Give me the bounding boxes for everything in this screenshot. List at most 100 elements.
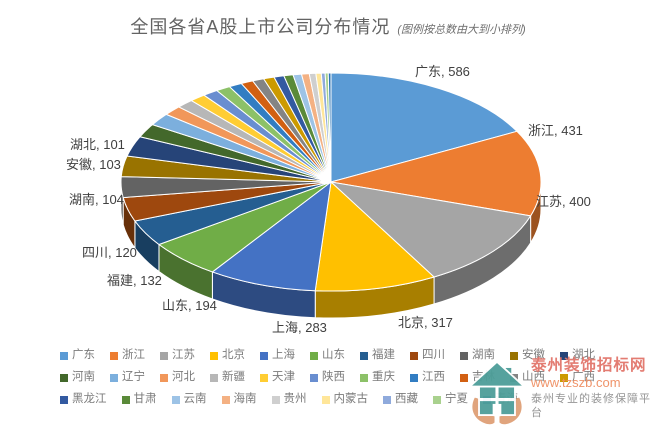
legend-marker-吉林	[460, 373, 468, 382]
legend-label: 山西	[522, 371, 545, 383]
legend-marker-湖北	[560, 351, 568, 360]
legend-label: 北京	[222, 349, 245, 361]
legend-label: 湖南	[472, 349, 495, 361]
legend-label: 湖北	[572, 349, 595, 361]
pie-slice-江苏	[330, 181, 532, 278]
legend-item-宁夏: 宁夏	[433, 393, 468, 406]
legend-item-云南: 云南	[171, 393, 207, 406]
data-label-湖北: 湖北, 101	[70, 137, 125, 152]
legend-marker-河北	[160, 373, 168, 382]
legend-label: 新疆	[222, 371, 245, 383]
legend-item-甘肃: 甘肃	[121, 393, 157, 406]
legend-item-河南: 河南	[60, 371, 95, 384]
pie-slice-北京	[314, 181, 435, 292]
pie-slice-上海	[211, 181, 332, 292]
legend-label: 宁夏	[445, 393, 468, 405]
legend-item-内蒙古: 内蒙古	[321, 393, 369, 406]
legend-item-四川: 四川	[410, 349, 445, 362]
legend-item-河北: 河北	[160, 371, 195, 384]
legend-marker-贵州	[271, 395, 280, 404]
legend-item-陕西: 陕西	[310, 371, 345, 384]
pie-slice-广东	[330, 72, 518, 183]
legend-label: 西藏	[395, 393, 418, 405]
legend-label: 河北	[172, 371, 195, 383]
legend-marker-北京	[210, 351, 218, 360]
legend-item-湖北: 湖北	[560, 349, 595, 362]
legend-item-安徽: 安徽	[510, 349, 545, 362]
watermark-text: 泰州装饰招标网 www.tzszb.com 泰州专业的装修保障平台	[531, 356, 656, 420]
legend-label: 河南	[72, 371, 95, 383]
legend-marker-安徽	[510, 351, 518, 360]
legend-marker-福建	[360, 351, 368, 360]
legend-label: 甘肃	[133, 393, 157, 405]
legend-item-上海: 上海	[260, 349, 295, 362]
legend-marker-河南	[60, 373, 68, 382]
legend-marker-浙江	[110, 351, 118, 360]
legend-marker-广西	[560, 373, 568, 382]
watermark-site-name: 泰州装饰招标网	[531, 357, 647, 374]
legend-marker-四川	[410, 351, 418, 360]
legend-item-黑龙江: 黑龙江	[60, 393, 107, 406]
legend-label: 浙江	[122, 349, 145, 361]
legend-marker-辽宁	[110, 373, 118, 382]
legend-label: 辽宁	[122, 371, 145, 383]
legend-row-1: 广东 浙江 江苏 北京 上海 山东 福建 四川 湖南 安徽 湖北	[60, 349, 635, 362]
legend-marker-黑龙江	[60, 395, 68, 404]
legend-marker-上海	[260, 351, 268, 360]
legend-marker-山东	[310, 351, 318, 360]
legend-marker-天津	[260, 373, 268, 382]
legend-marker-甘肃	[121, 395, 130, 404]
legend-item-广东: 广东	[60, 349, 95, 362]
legend-label: 广东	[72, 349, 95, 361]
legend-label: 内蒙古	[333, 393, 369, 405]
legend-item-辽宁: 辽宁	[110, 371, 145, 384]
legend-label: 重庆	[372, 371, 395, 383]
chart-title: 全国各省A股上市公司分布情况 (图例按总数由大到小排列)	[0, 13, 656, 39]
data-label-安徽: 安徽, 103	[66, 157, 121, 172]
legend-item-西藏: 西藏	[383, 393, 418, 406]
legend-marker-西藏	[383, 395, 391, 404]
legend-label: 海南	[233, 393, 257, 405]
legend-item-福建: 福建	[360, 349, 395, 362]
legend-label: 云南	[183, 393, 207, 405]
legend-item-新疆: 新疆	[210, 371, 245, 384]
legend-item-广西: 广西	[560, 371, 595, 384]
legend-item-北京: 北京	[210, 349, 245, 362]
legend-label: 广西	[572, 371, 595, 383]
data-label-四川: 四川, 120	[82, 245, 137, 260]
data-label-北京: 北京, 317	[398, 315, 453, 330]
pie-slice-青海	[327, 72, 332, 183]
legend-item-重庆: 重庆	[360, 371, 395, 384]
legend-item-浙江: 浙江	[110, 349, 145, 362]
data-label-浙江: 浙江, 431	[528, 123, 583, 138]
legend-marker-重庆	[360, 373, 368, 382]
legend-label: 安徽	[522, 349, 545, 361]
legend-label: 黑龙江	[72, 393, 107, 405]
legend-label: 贵州	[283, 393, 307, 405]
legend-label: 江西	[422, 371, 445, 383]
legend-marker-江西	[410, 373, 418, 382]
legend-label: 陕西	[322, 371, 345, 383]
legend-item-山东: 山东	[310, 349, 345, 362]
legend-label: 江苏	[172, 349, 195, 361]
house-in-hands-icon	[467, 360, 527, 425]
data-label-上海: 上海, 283	[272, 320, 327, 335]
legend-marker-内蒙古	[321, 395, 330, 404]
chart-title-note: (图例按总数由大到小排列)	[397, 24, 526, 36]
watermark-slogan: 泰州专业的装修保障平台	[531, 393, 651, 419]
legend-marker-江苏	[160, 351, 168, 360]
legend-label: 天津	[272, 371, 295, 383]
watermark: 泰州装饰招标网 www.tzszb.com 泰州专业的装修保障平台	[466, 356, 656, 426]
legend-label: 福建	[372, 349, 395, 361]
watermark-url: www.tzszb.com	[531, 375, 621, 390]
data-label-湖南: 湖南, 104	[69, 192, 124, 207]
legend-marker-新疆	[210, 373, 218, 382]
legend-marker-广东	[60, 351, 68, 360]
legend-item-江西: 江西	[410, 371, 445, 384]
legend-marker-宁夏	[433, 395, 441, 404]
data-label-山东: 山东, 194	[162, 298, 217, 313]
legend-item-天津: 天津	[260, 371, 295, 384]
legend-marker-湖南	[460, 351, 468, 360]
data-label-江苏: 江苏, 400	[536, 194, 591, 209]
